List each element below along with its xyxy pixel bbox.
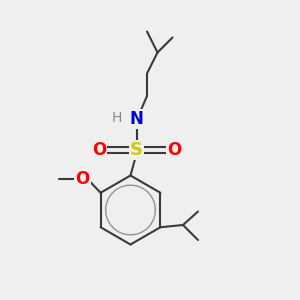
Text: H: H — [112, 112, 122, 125]
Text: O: O — [167, 141, 181, 159]
Text: O: O — [92, 141, 106, 159]
Text: N: N — [130, 110, 143, 128]
Text: O: O — [75, 169, 90, 188]
Text: S: S — [130, 141, 143, 159]
